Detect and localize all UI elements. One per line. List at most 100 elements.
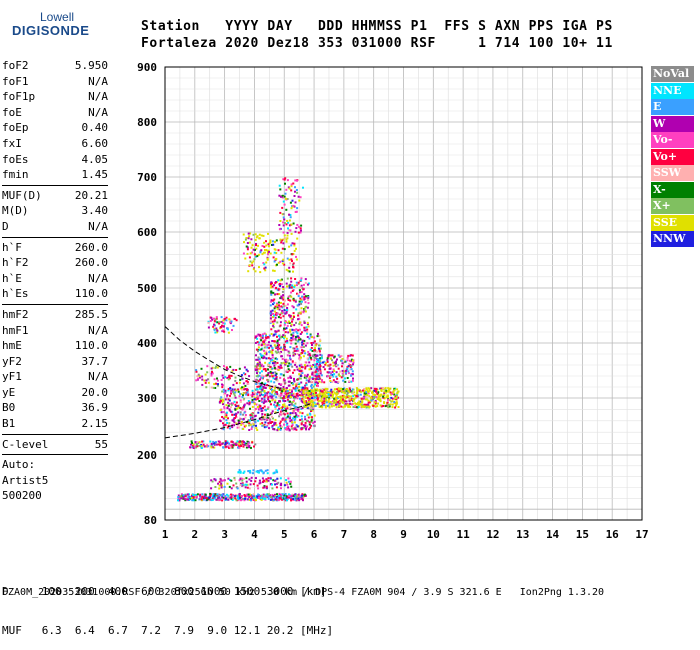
echo-point: [293, 286, 296, 289]
echo-point: [333, 355, 336, 358]
echo-point: [225, 411, 228, 414]
echo-point: [328, 398, 331, 401]
echo-point: [390, 396, 393, 399]
echo-point: [284, 327, 287, 330]
echo-point: [314, 354, 317, 357]
echo-point: [234, 403, 237, 406]
echo-point: [238, 440, 241, 443]
echo-point: [271, 347, 274, 350]
echo-point: [311, 365, 313, 368]
echo-point: [391, 403, 394, 406]
echo-point: [232, 444, 235, 447]
echo-point: [261, 253, 264, 256]
echo-point: [277, 499, 280, 502]
echo-point: [288, 286, 291, 289]
echo-point: [356, 389, 359, 392]
echo-point: [318, 344, 320, 347]
echo-point: [267, 343, 270, 346]
echo-point: [215, 443, 218, 446]
echo-point: [285, 369, 288, 372]
echo-point: [273, 381, 276, 384]
echo-point: [191, 442, 193, 444]
echo-point: [233, 400, 236, 403]
echo-point: [248, 498, 251, 501]
echo-point: [303, 293, 306, 296]
echo-point: [302, 345, 305, 348]
echo-point: [278, 184, 281, 187]
echo-point: [294, 496, 297, 499]
echo-point: [295, 281, 298, 284]
echo-point: [281, 239, 284, 242]
echo-point: [283, 494, 286, 497]
echo-point: [247, 381, 249, 384]
y-tick-label: 200: [137, 449, 157, 462]
param-value: 1.45: [81, 168, 109, 182]
echo-point: [359, 393, 362, 396]
echo-point: [292, 335, 295, 338]
echo-point: [217, 482, 220, 485]
echo-point: [272, 494, 275, 497]
echo-point: [184, 495, 187, 498]
echo-point: [283, 309, 286, 312]
echo-point: [235, 414, 237, 417]
echo-point: [374, 405, 377, 408]
echo-point: [294, 412, 297, 414]
echo-point: [265, 334, 267, 337]
echo-point: [215, 365, 218, 368]
echo-point: [222, 388, 225, 391]
echo-point: [245, 237, 248, 239]
echo-point: [251, 264, 254, 267]
echo-point: [319, 347, 322, 350]
echo-point: [249, 414, 252, 417]
echo-point: [281, 390, 284, 393]
echo-point: [252, 472, 254, 475]
echo-point: [395, 402, 398, 405]
echo-point: [279, 324, 282, 327]
echo-point: [308, 421, 311, 424]
echo-point: [348, 390, 351, 392]
echo-point: [351, 392, 354, 395]
echo-point: [278, 194, 281, 197]
echo-point: [259, 394, 261, 397]
echo-point: [255, 236, 258, 239]
echo-point: [234, 379, 237, 382]
echo-point: [266, 413, 269, 416]
echo-point: [262, 365, 265, 368]
echo-point: [389, 393, 392, 396]
echo-point: [281, 358, 284, 360]
echo-point: [387, 405, 390, 408]
echo-point: [281, 498, 283, 501]
echo-point: [233, 478, 236, 481]
x-tick-label: 17: [635, 528, 648, 541]
echo-point: [318, 350, 321, 353]
echo-point: [295, 189, 298, 191]
echo-point: [211, 480, 214, 483]
echo-point: [305, 400, 307, 403]
echo-point: [286, 426, 288, 429]
header-labels: Station YYYY DAY DDD HHMMSS P1 FFS S AXN…: [141, 19, 613, 34]
echo-point: [272, 324, 275, 327]
echo-point: [374, 399, 377, 402]
echo-point: [269, 239, 272, 242]
echo-point: [290, 189, 293, 192]
echo-point: [207, 381, 210, 384]
echo-point: [300, 399, 303, 402]
echo-point: [290, 323, 293, 326]
echo-point: [333, 397, 335, 400]
echo-point: [272, 374, 275, 377]
echo-point: [303, 308, 306, 311]
echo-point: [222, 479, 225, 482]
echo-point: [237, 411, 240, 414]
echo-point: [267, 243, 270, 246]
echo-point: [363, 389, 366, 392]
echo-point: [225, 366, 228, 369]
echo-point: [280, 409, 283, 412]
echo-point: [263, 423, 266, 426]
echo-point: [267, 497, 270, 500]
echo-point: [291, 412, 294, 415]
echo-point: [223, 322, 226, 325]
echo-point: [215, 382, 217, 385]
echo-point: [267, 357, 270, 360]
echo-point: [314, 366, 317, 369]
echo-point: [232, 402, 234, 405]
